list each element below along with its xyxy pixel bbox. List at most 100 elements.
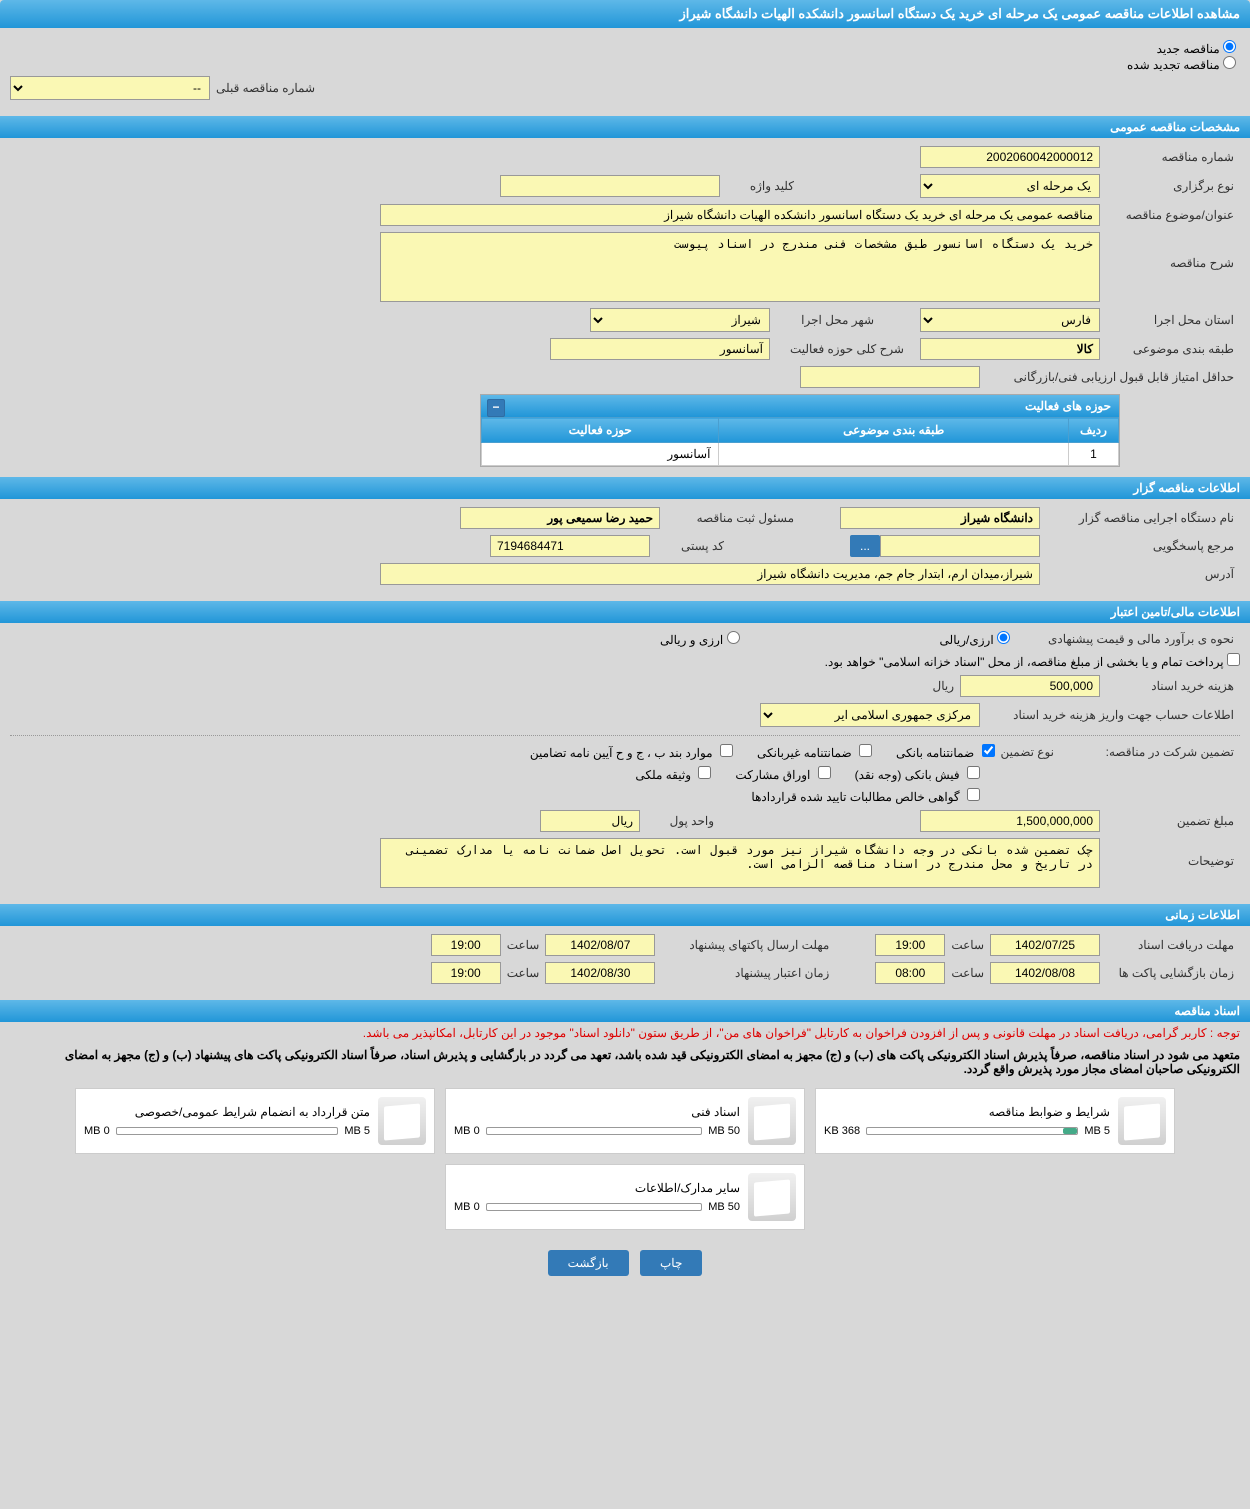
file-total: 50 MB <box>708 1125 740 1137</box>
file-used: 0 MB <box>84 1125 110 1137</box>
open-time-label: ساعت <box>945 966 990 980</box>
file-title: اسناد فنی <box>454 1105 740 1119</box>
validity-time: 19:00 <box>431 962 501 984</box>
registrar-label: مسئول ثبت مناقصه <box>660 511 800 525</box>
file-box[interactable]: متن قرارداد به انضمام شرایط عمومی/خصوصی … <box>75 1088 435 1154</box>
folder-icon <box>748 1173 796 1221</box>
receive-label: مهلت دریافت اسناد <box>1100 938 1240 952</box>
chk-bank[interactable]: ضمانتنامه بانکی <box>896 746 995 760</box>
doc-cost-field: 500,000 <box>960 675 1100 697</box>
section-general: مشخصات مناقصه عمومی <box>0 116 1250 138</box>
type-select[interactable]: یک مرحله ای <box>920 174 1100 198</box>
page-title: مشاهده اطلاعات مناقصه عمومی یک مرحله ای … <box>0 0 1250 28</box>
contact-more-button[interactable]: ... <box>850 535 880 557</box>
chk-receipt[interactable]: فیش بانکی (وجه نقد) <box>855 768 980 782</box>
estimate-label: نحوه ی برآورد مالی و قیمت پیشنهادی <box>1010 632 1240 646</box>
progress-bar <box>486 1127 703 1135</box>
type-label: نوع برگزاری <box>1100 179 1240 193</box>
currency-unit-field: ریال <box>540 810 640 832</box>
notes-label: توضیحات <box>1100 838 1240 868</box>
guarantee-section-label: تضمین شرکت در مناقصه: <box>1060 745 1240 759</box>
exec-label: نام دستگاه اجرایی مناقصه گزار <box>1040 511 1240 525</box>
section-documents: اسناد مناقصه <box>0 1000 1250 1022</box>
prev-number-label: شماره مناقصه قبلی <box>210 81 321 95</box>
file-total: 5 MB <box>344 1125 370 1137</box>
number-label: شماره مناقصه <box>1100 150 1240 164</box>
city-label: شهر محل اجرا <box>770 313 880 327</box>
submit-time: 19:00 <box>431 934 501 956</box>
file-box[interactable]: سایر مدارک/اطلاعات 50 MB 0 MB <box>445 1164 805 1230</box>
progress-bar <box>866 1127 1078 1135</box>
folder-icon <box>1118 1097 1166 1145</box>
receive-date: 1402/07/25 <box>990 934 1100 956</box>
file-total: 5 MB <box>1084 1125 1110 1137</box>
number-field: 2002060042000012 <box>920 146 1100 168</box>
min-score-field <box>800 366 980 388</box>
category-label: طبقه بندی موضوعی <box>1100 342 1240 356</box>
receive-time-label: ساعت <box>945 938 990 952</box>
radio-new-tender[interactable]: مناقصه جدید <box>1157 42 1236 56</box>
rial-label: ریال <box>926 679 960 693</box>
file-title: سایر مدارک/اطلاعات <box>454 1181 740 1195</box>
file-box[interactable]: شرایط و ضوابط مناقصه 5 MB 368 KB <box>815 1088 1175 1154</box>
chk-cases[interactable]: موارد بند ب ، ج و ح آیین نامه تضامین <box>530 746 733 760</box>
chk-property[interactable]: وثیقه ملکی <box>635 768 711 782</box>
postal-label: کد پستی <box>650 539 730 553</box>
file-title: متن قرارداد به انضمام شرایط عمومی/خصوصی <box>84 1105 370 1119</box>
file-used: 368 KB <box>824 1125 860 1137</box>
desc-label: شرح مناقصه <box>1100 232 1240 270</box>
account-select[interactable]: مرکزی جمهوری اسلامی ایر <box>760 703 980 727</box>
city-select[interactable]: شیراز <box>590 308 770 332</box>
file-total: 50 MB <box>708 1201 740 1213</box>
chk-nonbank[interactable]: ضمانتنامه غیربانکی <box>757 746 872 760</box>
notes-textarea[interactable] <box>380 838 1100 888</box>
file-used: 0 MB <box>454 1125 480 1137</box>
chk-bonds[interactable]: اوراق مشارکت <box>735 768 830 782</box>
activity-grid-title: حوزه های فعالیت <box>1025 399 1111 413</box>
radio-foreign[interactable]: ارزی و ریالی <box>660 631 740 647</box>
doc-cost-label: هزینه خرید اسناد <box>1100 679 1240 693</box>
postal-field: 7194684471 <box>490 535 650 557</box>
desc-textarea[interactable] <box>380 232 1100 302</box>
activity-desc-field: آسانسور <box>550 338 770 360</box>
currency-unit-label: واحد پول <box>640 814 720 828</box>
guarantee-amount-label: مبلغ تضمین <box>1100 814 1240 828</box>
submit-label: مهلت ارسال پاکتهای پیشنهاد <box>655 938 835 952</box>
minimize-icon[interactable]: − <box>487 399 505 417</box>
province-label: استان محل اجرا <box>1100 313 1240 327</box>
open-time: 08:00 <box>875 962 945 984</box>
file-box[interactable]: اسناد فنی 50 MB 0 MB <box>445 1088 805 1154</box>
radio-renewed-tender[interactable]: مناقصه تجدید شده <box>1127 58 1236 72</box>
contact-field <box>880 535 1040 557</box>
folder-icon <box>748 1097 796 1145</box>
activity-desc-label: شرح کلی حوزه فعالیت <box>770 342 910 356</box>
folder-icon <box>378 1097 426 1145</box>
address-label: آدرس <box>1040 567 1240 581</box>
min-score-label: حداقل امتیاز قابل قبول ارزیابی فنی/بازرگ… <box>980 370 1240 384</box>
keyword-field <box>500 175 720 197</box>
submit-date: 1402/08/07 <box>545 934 655 956</box>
source-checkbox[interactable]: پرداخت تمام و یا بخشی از مبلغ مناقصه، از… <box>825 653 1240 669</box>
receive-time: 19:00 <box>875 934 945 956</box>
province-select[interactable]: فارس <box>920 308 1100 332</box>
chk-contract[interactable]: گواهی خالص مطالبات تایید شده قراردادها <box>751 790 980 804</box>
subject-field: مناقصه عمومی یک مرحله ای خرید یک دستگاه … <box>380 204 1100 226</box>
radio-rial[interactable]: ارزی/ریالی <box>940 631 1010 647</box>
contact-label: مرجع پاسخگویی <box>1040 539 1240 553</box>
section-timing: اطلاعات زمانی <box>0 904 1250 926</box>
guarantee-type-label: نوع تضمین <box>995 745 1060 759</box>
validity-label: زمان اعتبار پیشنهاد <box>655 966 835 980</box>
registrar-field: حمید رضا سمیعی پور <box>460 507 660 529</box>
guarantee-amount-field: 1,500,000,000 <box>920 810 1100 832</box>
exec-field: دانشگاه شیراز <box>840 507 1040 529</box>
progress-bar <box>486 1203 703 1211</box>
open-label: زمان بازگشایی پاکت ها <box>1100 966 1240 980</box>
back-button[interactable]: بازگشت <box>548 1250 629 1276</box>
prev-number-select[interactable]: -- <box>10 76 210 100</box>
file-title: شرایط و ضوابط مناقصه <box>824 1105 1110 1119</box>
progress-bar <box>116 1127 339 1135</box>
section-financial: اطلاعات مالی/تامین اعتبار <box>0 601 1250 623</box>
print-button[interactable]: چاپ <box>640 1250 702 1276</box>
doc-note1: توجه : کاربر گرامی، دریافت اسناد در مهلت… <box>0 1022 1250 1044</box>
subject-label: عنوان/موضوع مناقصه <box>1100 208 1240 222</box>
